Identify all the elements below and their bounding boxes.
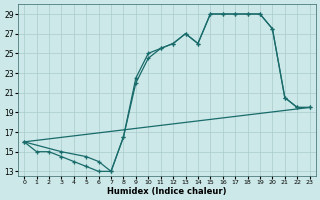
X-axis label: Humidex (Indice chaleur): Humidex (Indice chaleur): [107, 187, 227, 196]
